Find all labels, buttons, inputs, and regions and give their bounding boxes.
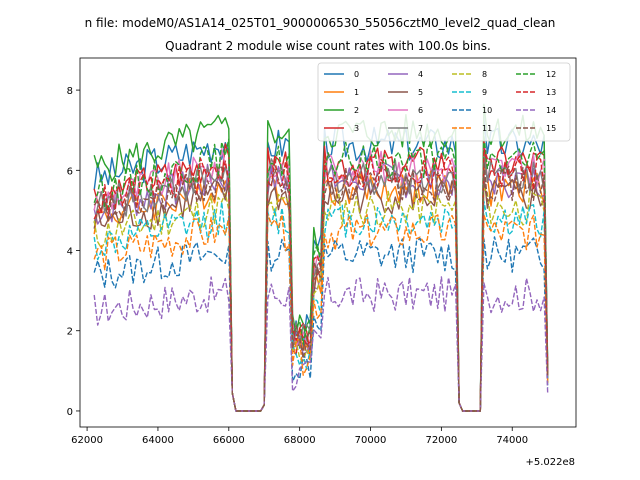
y-tick-label: 8 bbox=[67, 86, 73, 97]
legend-label-0: 0 bbox=[354, 70, 359, 79]
legend-label-13: 13 bbox=[546, 88, 556, 97]
y-tick-label: 0 bbox=[67, 407, 73, 418]
series-layer bbox=[93, 103, 549, 412]
legend-label-11: 11 bbox=[482, 124, 492, 133]
legend-label-15: 15 bbox=[546, 124, 556, 133]
y-tick-label: 2 bbox=[67, 327, 73, 338]
x-axis: 62000 64000 66000 68000 70000 72000 74000 bbox=[71, 427, 528, 446]
legend-label-2: 2 bbox=[354, 106, 359, 115]
y-tick-label: 4 bbox=[67, 247, 73, 258]
x-tick-label: 62000 bbox=[71, 435, 103, 446]
x-tick-label: 74000 bbox=[496, 435, 528, 446]
figure-suptitle: n file: modeM0/AS1A14_025T01_9000006530_… bbox=[85, 16, 556, 30]
legend-label-4: 4 bbox=[418, 70, 423, 79]
x-tick-label: 70000 bbox=[355, 435, 387, 446]
legend-box bbox=[317, 62, 571, 142]
y-tick-label: 6 bbox=[67, 166, 73, 177]
series-line-15 bbox=[93, 161, 549, 412]
x-tick-label: 66000 bbox=[213, 435, 245, 446]
legend-label-3: 3 bbox=[354, 124, 359, 133]
legend-label-9: 9 bbox=[482, 88, 487, 97]
y-axis: 0 2 4 6 8 bbox=[67, 86, 80, 418]
axes-title: Quadrant 2 module wise count rates with … bbox=[165, 39, 491, 53]
x-offset-label: +5.022e8 bbox=[525, 457, 575, 468]
legend-label-12: 12 bbox=[546, 70, 556, 79]
x-tick-label: 72000 bbox=[425, 435, 457, 446]
legend-label-5: 5 bbox=[418, 88, 423, 97]
legend-label-8: 8 bbox=[482, 70, 487, 79]
legend-label-10: 10 bbox=[482, 106, 492, 115]
legend-label-7: 7 bbox=[418, 124, 423, 133]
x-tick-label: 68000 bbox=[284, 435, 316, 446]
legend-label-6: 6 bbox=[418, 106, 423, 115]
x-tick-label: 64000 bbox=[142, 435, 174, 446]
legend-label-14: 14 bbox=[546, 106, 556, 115]
plot-frame bbox=[79, 57, 577, 428]
legend-label-1: 1 bbox=[354, 88, 359, 97]
